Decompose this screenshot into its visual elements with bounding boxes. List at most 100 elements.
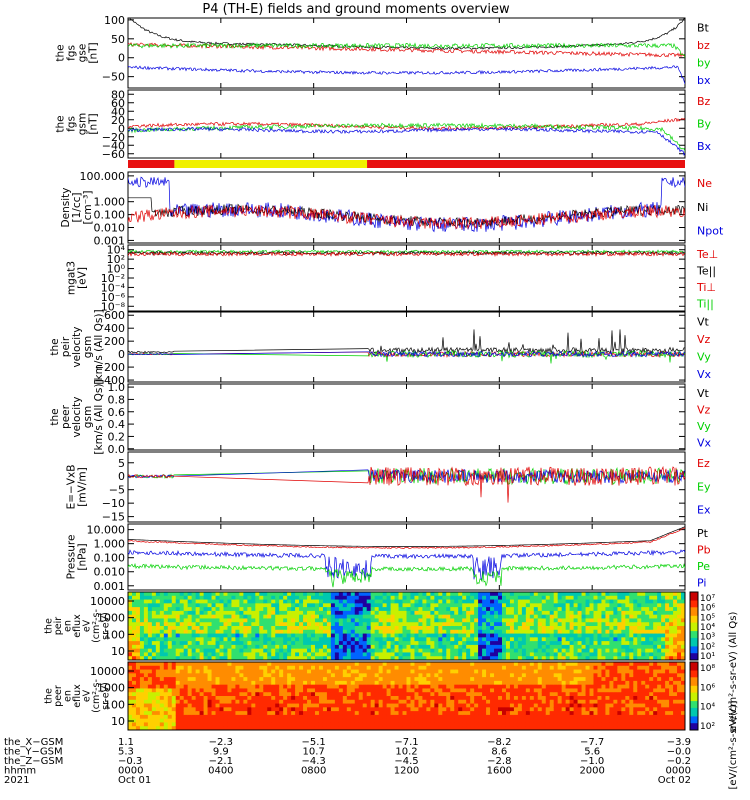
spec-cell — [231, 669, 236, 674]
spec-cell — [322, 607, 328, 612]
spec-cell — [291, 592, 296, 597]
spec-cell — [561, 629, 567, 635]
spec-cell — [593, 626, 598, 631]
spec-cell — [641, 633, 646, 638]
spec-cell — [267, 618, 272, 623]
spec-cell — [163, 641, 169, 646]
spec-cell — [525, 629, 531, 635]
spec-cell — [303, 610, 308, 616]
spec-cell — [235, 726, 240, 731]
spec-cell — [521, 673, 527, 678]
spec-cell — [318, 718, 324, 723]
spec-cell — [470, 714, 475, 720]
spec-cell — [569, 629, 575, 635]
spec-cell — [501, 665, 507, 671]
spec-cell — [147, 707, 153, 712]
spec-cell — [155, 599, 161, 604]
spec-cell — [537, 684, 543, 689]
spec-cell — [215, 677, 221, 682]
spec-cell — [557, 614, 563, 619]
spec-cell — [434, 626, 439, 631]
spec-cell — [183, 633, 189, 638]
spec-cell — [175, 614, 181, 619]
spec-cell — [625, 618, 630, 623]
spec-cell — [370, 599, 376, 604]
spec-cell — [450, 599, 455, 604]
spec-cell — [454, 673, 459, 678]
spec-cell — [454, 633, 459, 638]
spec-cell — [406, 714, 411, 720]
spec-cell — [418, 669, 423, 674]
spec-cell — [557, 722, 563, 727]
spec-cell — [589, 595, 594, 601]
spec-cell — [517, 626, 523, 631]
spec-cell — [163, 688, 169, 693]
spec-cell — [418, 677, 423, 682]
spec-cell — [410, 703, 415, 708]
spec-cell — [669, 641, 674, 646]
spec-cell — [573, 622, 579, 627]
spec-cell — [279, 692, 284, 697]
spec-cell — [386, 599, 392, 604]
spec-cell — [187, 718, 193, 723]
spec-cell — [533, 610, 539, 616]
spec-cell — [354, 677, 360, 682]
spec-cell — [362, 665, 368, 671]
spec-cell — [287, 699, 292, 705]
spec-cell — [163, 707, 169, 712]
spec-cell — [398, 699, 404, 705]
spec-cell — [128, 656, 133, 661]
spec-cell — [430, 696, 435, 701]
spec-cell — [227, 680, 232, 686]
spec-cell — [537, 610, 543, 616]
spec-cell — [494, 722, 499, 727]
spec-cell — [275, 680, 280, 686]
spec-cell — [283, 592, 288, 597]
spec-cell — [406, 680, 411, 686]
spec-cell — [382, 603, 388, 608]
spec-cell — [398, 599, 404, 604]
spec-cell — [314, 718, 320, 723]
spec-cell — [494, 662, 499, 667]
spec-cell — [370, 692, 376, 697]
spec-cell — [135, 662, 141, 667]
spec-cell — [406, 641, 411, 646]
legend-entry: Bx — [697, 140, 712, 153]
spec-cell — [147, 656, 153, 661]
spec-cell — [147, 603, 153, 608]
spec-cell — [505, 641, 511, 646]
spec-cell — [581, 614, 587, 619]
spec-cell — [259, 607, 264, 612]
spec-cell — [283, 726, 288, 731]
spec-cell — [247, 595, 252, 601]
spec-cell — [322, 669, 328, 674]
spec-cell — [533, 673, 539, 678]
spec-cell — [370, 644, 376, 650]
spec-cell — [159, 626, 165, 631]
spec-cell — [533, 714, 539, 720]
spec-cell — [605, 648, 610, 653]
spec-cell — [601, 607, 606, 612]
spec-cell — [350, 641, 356, 646]
y-tick-label: 0.001 — [94, 580, 126, 593]
spec-cell — [386, 648, 392, 653]
spec-cell — [139, 595, 145, 601]
spec-cell — [434, 726, 439, 731]
spec-cell — [239, 592, 244, 597]
y-tick-label: −5 — [109, 484, 125, 497]
spec-cell — [382, 677, 388, 682]
spec-cell — [589, 641, 594, 646]
spec-cell — [649, 629, 654, 635]
spec-cell — [430, 688, 435, 693]
spec-cell — [235, 699, 240, 705]
spec-cell — [255, 641, 260, 646]
spec-cell — [533, 662, 539, 667]
spec-cell — [482, 656, 487, 661]
spec-cell — [525, 610, 531, 616]
spec-cell — [645, 629, 650, 635]
spec-cell — [322, 603, 328, 608]
spec-cell — [533, 633, 539, 638]
spec-cell — [183, 696, 189, 701]
spec-cell — [585, 603, 591, 608]
spec-cell — [299, 722, 304, 727]
